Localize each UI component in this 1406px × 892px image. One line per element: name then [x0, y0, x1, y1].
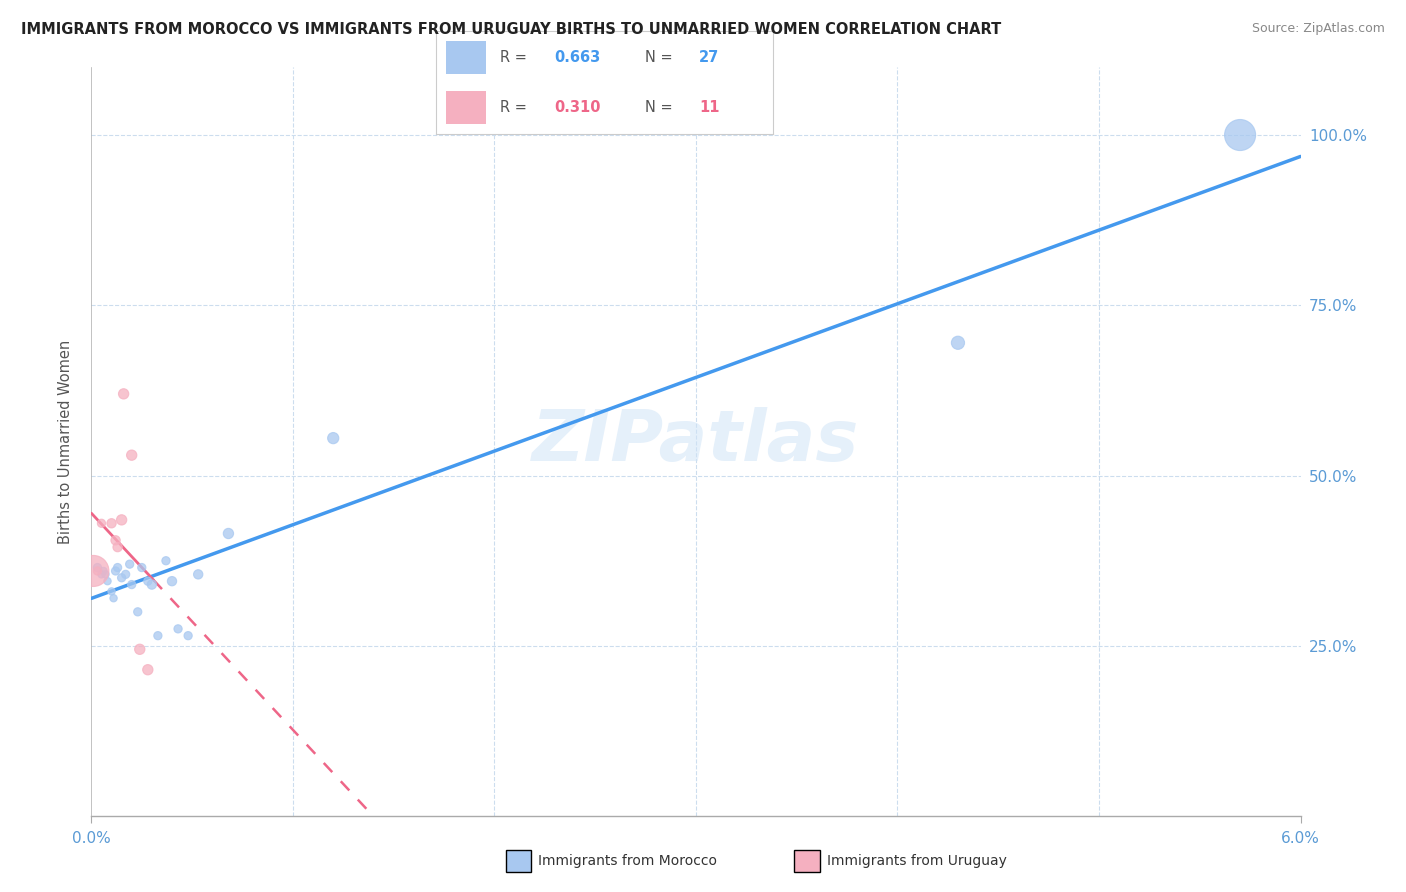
Text: 0.663: 0.663	[554, 50, 600, 65]
Point	[131, 560, 153, 574]
Text: Source: ZipAtlas.com: Source: ZipAtlas.com	[1251, 22, 1385, 36]
Point	[121, 577, 143, 591]
Point	[114, 567, 136, 582]
Point	[217, 526, 239, 541]
Point	[107, 540, 129, 554]
Text: Immigrants from Morocco: Immigrants from Morocco	[538, 855, 717, 868]
Y-axis label: Births to Unmarried Women: Births to Unmarried Women	[58, 340, 73, 543]
Point	[93, 564, 115, 578]
Point	[94, 567, 117, 582]
Point	[167, 622, 190, 636]
Point	[111, 571, 132, 585]
Point	[146, 629, 169, 643]
Point	[111, 513, 132, 527]
Text: Immigrants from Uruguay: Immigrants from Uruguay	[827, 855, 1007, 868]
Text: N =: N =	[645, 100, 678, 115]
Text: 0.310: 0.310	[554, 100, 600, 115]
Text: R =: R =	[501, 50, 531, 65]
Point	[128, 642, 150, 657]
Bar	[446, 91, 486, 124]
Point	[100, 584, 122, 599]
Text: 27: 27	[699, 50, 720, 65]
Point	[155, 554, 177, 568]
Point	[118, 557, 141, 571]
Point	[187, 567, 209, 582]
Point	[90, 567, 112, 582]
Point	[104, 533, 127, 548]
Point	[96, 574, 118, 589]
Point	[946, 335, 969, 350]
Point	[141, 577, 163, 591]
Point	[86, 564, 108, 578]
Text: N =: N =	[645, 50, 678, 65]
Point	[322, 431, 344, 445]
Point	[1229, 128, 1251, 142]
Point	[100, 516, 122, 531]
Point	[82, 564, 104, 578]
Point	[112, 387, 135, 401]
Point	[90, 516, 112, 531]
Point	[107, 560, 129, 574]
Point	[104, 564, 127, 578]
Point	[177, 629, 200, 643]
Point	[136, 663, 159, 677]
Point	[160, 574, 183, 589]
Text: 11: 11	[699, 100, 720, 115]
Text: R =: R =	[501, 100, 531, 115]
Point	[103, 591, 125, 606]
Point	[121, 448, 143, 462]
Point	[127, 605, 149, 619]
Text: IMMIGRANTS FROM MOROCCO VS IMMIGRANTS FROM URUGUAY BIRTHS TO UNMARRIED WOMEN COR: IMMIGRANTS FROM MOROCCO VS IMMIGRANTS FR…	[21, 22, 1001, 37]
Bar	[446, 42, 486, 74]
Text: ZIPatlas: ZIPatlas	[533, 407, 859, 476]
Point	[86, 560, 108, 574]
Point	[136, 574, 159, 589]
